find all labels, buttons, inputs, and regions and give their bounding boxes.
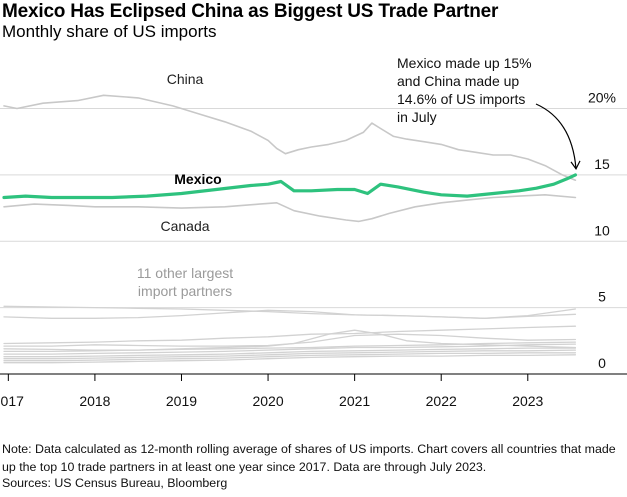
- series-line-partner-10: [3, 352, 577, 362]
- x-tick-label-2020: 2020: [252, 393, 283, 409]
- label-other-partners-1: import partners: [138, 283, 232, 299]
- series-line-partner-7: [3, 343, 577, 355]
- annotation-line-2: 14.6% of US imports: [397, 91, 525, 107]
- series-line-partner-3: [3, 325, 577, 345]
- y-tick-label-10: 10: [594, 222, 610, 238]
- series-line-mexico: [2, 173, 578, 200]
- x-tick-label-2022: 2022: [426, 393, 457, 409]
- series-line-partner-5: [3, 329, 577, 351]
- y-tick-label-0: 0: [598, 355, 606, 371]
- gridlines: 0 5 10 15 20%: [0, 90, 627, 375]
- chart-subtitle: Monthly share of US imports: [2, 22, 217, 41]
- label-china: China: [167, 71, 204, 87]
- annotation-line-1: and China made up: [397, 73, 519, 89]
- series-lines: [2, 94, 578, 364]
- series-line-canada: [3, 194, 577, 223]
- series-labels: China Mexico Canada 11 other largest import …: [137, 71, 233, 299]
- x-tick-label-2019: 2019: [166, 393, 197, 409]
- annotation-line-0: Mexico made up 15%: [397, 55, 532, 71]
- chart-source: Sources: US Census Bureau, Bloomberg: [2, 476, 228, 490]
- chart-title: Mexico Has Eclipsed China as Biggest US …: [2, 1, 499, 22]
- y-tick-label-15: 15: [594, 156, 610, 172]
- annotation: Mexico made up 15% and China made up 14.6%…: [397, 55, 581, 171]
- x-tick-label-2021: 2021: [339, 393, 370, 409]
- series-line-partner-11: [3, 354, 577, 364]
- annotation-arrowhead: [570, 160, 581, 171]
- label-canada: Canada: [160, 218, 209, 234]
- series-line-partner-9: [3, 349, 577, 360]
- y-tick-label-20: 20%: [588, 90, 616, 106]
- x-axis: 2017 2018 2019 2020 2021 2022 2023: [0, 374, 544, 409]
- annotation-line-3: in July: [397, 109, 437, 125]
- x-tick-label-2018: 2018: [79, 393, 110, 409]
- series-line-partner-8: [3, 347, 577, 358]
- annotation-arrow: [535, 103, 577, 169]
- series-line-china: [3, 94, 577, 181]
- label-other-partners-0: 11 other largest: [137, 265, 233, 281]
- x-tick-label-2023: 2023: [512, 393, 543, 409]
- series-line-partner-6: [3, 341, 577, 353]
- chart-note: Note: Data calculated as 12-month rollin…: [2, 442, 616, 474]
- series-line-partner-2: [3, 308, 577, 319]
- x-tick-label-2017: 2017: [0, 393, 24, 409]
- line-chart: 0 5 10 15 20% 2017 2018 2019 2020 2021 2022 2023 C…: [0, 55, 627, 409]
- y-tick-label-5: 5: [598, 289, 606, 305]
- label-mexico: Mexico: [174, 171, 221, 187]
